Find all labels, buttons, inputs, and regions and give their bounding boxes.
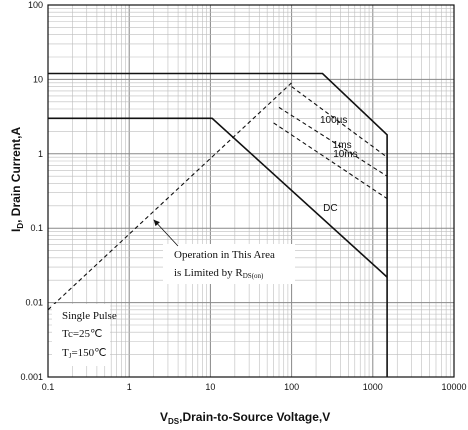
series-lines [47,72,388,377]
series-label: 100µs [320,115,347,126]
x-tick-label: 10000 [441,382,466,392]
series-line [278,106,388,177]
callout-box: Operation in This Area is Limited by RDS… [163,244,295,284]
x-tick-label: 1000 [363,382,383,392]
conditions-box: Single Pulse Tc=25℃ TJ=150℃ [52,304,117,366]
y-tick-label: 10 [33,74,43,84]
callout-line-2: is Limited by RDS(on) [174,267,264,280]
conditions-line-1: Single Pulse [62,310,117,322]
x-tick-label: 100 [284,382,299,392]
series-line [48,117,388,278]
series-label: 1ms [333,140,352,151]
callout-arrowhead [153,219,160,227]
conditions-line-3: TJ=150℃ [62,347,107,360]
tick-labels: 0.1 1 10 100 1000 10000 0.001 0.01 0.1 1 10 100 [20,0,466,392]
series-label: DC [323,203,337,214]
y-tick-label: 0.1 [30,223,43,233]
plot-frame [47,4,455,378]
y-tick-label: 100 [28,0,43,10]
y-tick-label: 0.01 [25,298,43,308]
series-line [48,72,388,377]
series-label: 10ms [333,149,357,160]
x-tick-label: 0.1 [42,382,55,392]
x-tick-label: 1 [127,382,132,392]
conditions-line-2: Tc=25℃ [62,328,102,340]
y-tick-label: 1 [38,149,43,159]
callout-line-1: Operation in This Area [174,249,275,261]
series-line [291,86,388,158]
y-tick-label: 0.001 [20,372,43,382]
x-tick-label: 10 [205,382,215,392]
x-axis-title: VDS,Drain-to-Source Voltage,V [160,410,330,426]
grid-lines [47,5,454,378]
y-axis-title: ID, Drain Current,A [9,127,25,232]
series-line [273,122,388,200]
